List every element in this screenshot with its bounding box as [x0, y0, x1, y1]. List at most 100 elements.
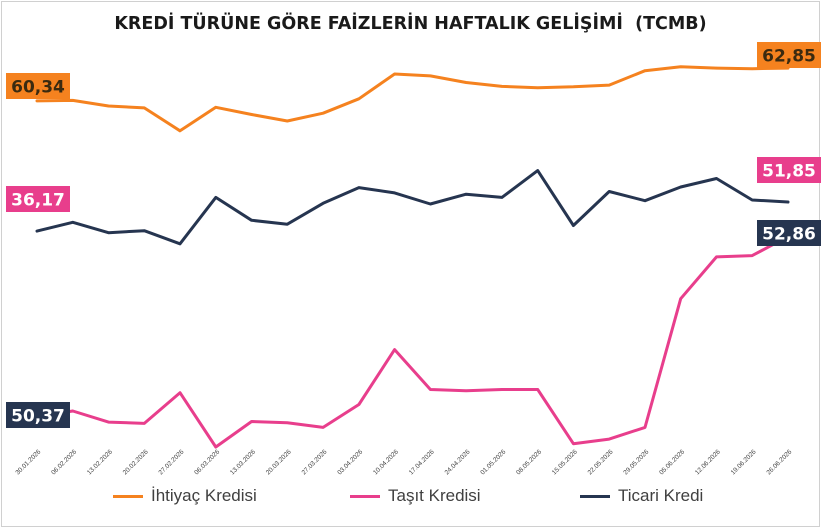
- data-point-ihtiyac: [71, 99, 74, 102]
- data-point-tasit: [178, 391, 182, 394]
- x-tick-label: 22.05.2026: [587, 448, 615, 476]
- data-point-ihtiyac: [286, 119, 289, 123]
- data-point-ticari: [751, 198, 754, 202]
- data-point-ticari: [536, 169, 539, 172]
- data-point-ticari: [429, 202, 432, 206]
- data-point-tasit: [143, 422, 146, 425]
- x-tick-label: 15.05.2026: [551, 448, 579, 476]
- data-label-ticari-start: 50,37: [6, 402, 70, 428]
- data-point-tasit: [286, 421, 289, 424]
- svg-text:60,34: 60,34: [11, 78, 65, 98]
- data-point-ihtiyac: [679, 65, 682, 68]
- x-tick-label: 06.02.2026: [50, 448, 78, 476]
- x-tick-label: 06.03.2026: [193, 448, 221, 476]
- data-point-tasit: [107, 420, 110, 424]
- data-point-ticari: [715, 177, 718, 180]
- series-line-ihtiyac: [35, 65, 790, 133]
- data-point-ticari: [321, 202, 325, 205]
- data-point-tasit: [429, 388, 432, 391]
- data-point-tasit: [357, 403, 361, 406]
- data-point-tasit: [572, 442, 575, 445]
- data-point-tasit: [464, 389, 468, 392]
- data-point-ticari: [35, 229, 39, 233]
- data-point-tasit: [214, 445, 218, 449]
- legend-label-tasit: Taşıt Kredisi: [388, 486, 481, 505]
- data-point-ihtiyac: [572, 85, 575, 88]
- svg-text:52,86: 52,86: [762, 225, 816, 245]
- data-label-ticari-end: 52,86: [757, 220, 821, 246]
- x-tick-label: 30.01.2026: [14, 448, 42, 476]
- x-tick-label: 27.03.2026: [301, 448, 329, 476]
- data-point-tasit: [500, 388, 504, 391]
- x-tick-label: 26.06.2026: [765, 448, 793, 476]
- data-label-ihtiyac-start: 60,34: [6, 73, 70, 99]
- data-point-ticari: [679, 185, 682, 189]
- x-tick-label: 08.05.2026: [515, 448, 543, 476]
- data-point-ihtiyac: [429, 74, 432, 78]
- chart-title: KREDİ TÜRÜNE GÖRE FAİZLERİN HAFTALIK GEL…: [114, 14, 707, 34]
- legend-swatch-tasit: [350, 494, 380, 498]
- x-tick-label: 29.05.2026: [622, 448, 650, 476]
- data-point-ticari: [607, 190, 611, 193]
- data-point-ticari: [572, 224, 575, 227]
- data-point-tasit: [607, 437, 611, 441]
- data-point-ihtiyac: [143, 106, 146, 110]
- x-tick-label: 13.03.2026: [229, 448, 257, 476]
- legend-swatch-ihtiyac: [113, 494, 143, 498]
- data-point-tasit: [679, 297, 682, 300]
- data-point-tasit: [715, 255, 718, 259]
- data-point-ihtiyac: [500, 85, 504, 88]
- data-point-ihtiyac: [35, 99, 39, 103]
- legend-swatch-ticari: [580, 494, 610, 498]
- data-point-tasit: [751, 254, 754, 257]
- x-tick-label: 01.05.2026: [479, 448, 507, 476]
- x-tick-label: 27.02.2026: [157, 448, 185, 476]
- x-tick-label: 05.06.2026: [658, 448, 686, 476]
- legend-label-ticari: Ticari Kredi: [618, 486, 704, 505]
- data-point-ticari: [393, 191, 396, 195]
- data-point-ticari: [500, 196, 504, 199]
- legend-item-ihtiyac: İhtiyaç Kredisi: [113, 484, 257, 508]
- x-tick-label: 10.04.2026: [372, 448, 400, 476]
- data-point-ticari: [464, 192, 468, 196]
- data-point-tasit: [643, 426, 647, 429]
- data-point-ticari: [786, 200, 790, 204]
- data-point-ticari: [286, 223, 289, 226]
- x-tick-label: 20.03.2026: [265, 448, 293, 476]
- data-point-ihtiyac: [357, 97, 361, 100]
- series-line-ticari: [35, 169, 790, 246]
- data-point-tasit: [71, 409, 74, 413]
- data-label-tasit-start: 36,17: [6, 186, 70, 212]
- data-point-tasit: [250, 420, 253, 423]
- data-point-ticari: [250, 219, 253, 222]
- data-point-tasit: [393, 348, 396, 351]
- x-tick-label: 20.02.2026: [122, 448, 150, 476]
- data-point-ihtiyac: [250, 113, 253, 116]
- svg-text:36,17: 36,17: [11, 191, 65, 211]
- data-point-ticari: [357, 186, 361, 189]
- data-point-ihtiyac: [607, 83, 611, 87]
- data-point-ticari: [71, 221, 74, 224]
- data-point-tasit: [321, 426, 325, 429]
- data-point-ihtiyac: [107, 104, 110, 108]
- x-tick-label: 17.04.2026: [408, 448, 436, 476]
- legend-item-ticari: Ticari Kredi: [580, 484, 703, 508]
- svg-text:50,37: 50,37: [11, 407, 65, 427]
- x-tick-label: 19.06.2026: [730, 448, 758, 476]
- svg-text:51,85: 51,85: [762, 162, 816, 182]
- data-point-ihtiyac: [643, 69, 647, 72]
- x-tick-label: 03.04.2026: [336, 448, 364, 476]
- legend-label-ihtiyac: İhtiyaç Kredisi: [151, 486, 257, 505]
- data-point-ihtiyac: [536, 86, 539, 89]
- data-point-ihtiyac: [321, 111, 325, 115]
- data-point-ticari: [107, 231, 110, 234]
- svg-text:62,85: 62,85: [762, 47, 816, 67]
- data-point-ticari: [178, 242, 182, 246]
- data-point-ticari: [214, 196, 218, 199]
- data-point-ihtiyac: [464, 81, 468, 84]
- x-tick-label: 13.02.2026: [86, 448, 114, 476]
- data-point-ihtiyac: [393, 72, 396, 76]
- data-point-tasit: [536, 388, 539, 391]
